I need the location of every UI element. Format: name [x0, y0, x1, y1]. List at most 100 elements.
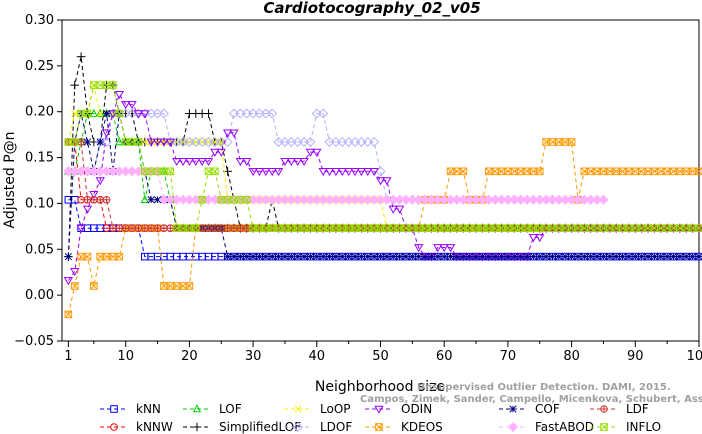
data-point [262, 224, 270, 232]
y-tick-label: 0.30 [25, 13, 54, 28]
data-point [281, 252, 289, 261]
data-point [179, 224, 187, 232]
data-point [102, 109, 111, 118]
data-point [318, 108, 329, 119]
data-point [198, 195, 206, 204]
data-point [134, 224, 143, 232]
data-point [374, 405, 384, 414]
series-layer [63, 52, 702, 319]
data-point [376, 252, 385, 261]
data-point [600, 423, 608, 431]
data-point [598, 194, 609, 205]
data-point [128, 224, 136, 232]
data-point [121, 224, 130, 232]
x-tick-label: 50 [372, 349, 389, 364]
data-point [211, 167, 219, 176]
data-point [682, 252, 690, 261]
data-point [140, 194, 149, 204]
data-point [230, 252, 238, 261]
data-point [625, 252, 633, 261]
data-point [415, 252, 423, 261]
data-point [242, 157, 252, 167]
data-point [222, 129, 233, 138]
data-point [114, 90, 124, 100]
data-point [395, 224, 404, 232]
data-point [363, 168, 373, 177]
data-point [64, 252, 73, 261]
series-line [68, 113, 604, 201]
data-point [77, 252, 85, 261]
legend-item: SimplifiedLOF [183, 420, 301, 434]
data-point [166, 167, 175, 176]
data-point [567, 138, 576, 146]
data-point [580, 252, 588, 261]
data-point [158, 108, 169, 119]
series-line [68, 84, 699, 229]
data-point [127, 101, 137, 110]
data-point [535, 167, 544, 176]
data-point [77, 138, 85, 146]
legend-label: LOF [219, 402, 242, 416]
data-point [375, 423, 383, 431]
y-tick-label: 0.15 [25, 151, 54, 166]
series-ldof [63, 108, 609, 205]
x-tick-label: 1 [64, 349, 72, 364]
data-point [89, 108, 98, 117]
legend-label: FastABOD [535, 420, 594, 434]
data-point [198, 224, 206, 232]
data-point [83, 138, 92, 146]
data-point [184, 157, 195, 167]
data-point [478, 252, 487, 261]
data-point [76, 52, 86, 61]
data-point [223, 224, 232, 232]
legend-item: INFLO [590, 420, 661, 434]
x-tick-label: 20 [181, 349, 198, 364]
data-point [357, 252, 366, 261]
data-point [70, 138, 79, 146]
y-tick-label: 0.20 [25, 105, 54, 120]
y-tick-label: 0.10 [25, 196, 54, 211]
plot-frame [61, 19, 700, 342]
x-axis-label: Neighborhood size [315, 379, 445, 395]
y-tick-label: −0.05 [14, 334, 54, 349]
data-point [210, 148, 220, 157]
data-point [676, 252, 684, 261]
data-point [83, 252, 92, 261]
data-point [305, 148, 316, 157]
data-point [160, 138, 168, 146]
data-point [445, 244, 456, 253]
data-point [484, 167, 493, 176]
data-point [204, 224, 213, 232]
data-point [293, 157, 303, 167]
series-loop [64, 81, 702, 232]
data-point [235, 157, 246, 167]
data-point [217, 224, 226, 232]
data-point [115, 137, 124, 146]
y-tick-label: 0.05 [25, 242, 54, 257]
data-point [313, 252, 321, 261]
data-point [528, 234, 539, 243]
data-point [197, 157, 207, 167]
data-point [192, 404, 202, 413]
data-point [324, 168, 335, 177]
data-point [294, 405, 302, 413]
legend-label: LDOF [320, 420, 352, 434]
series-fastabod [63, 166, 609, 205]
data-point [229, 129, 239, 138]
data-point [141, 224, 149, 232]
legend: kNN kNNW LOF SimplifiedLOF LoOP LDOF ODIN KDEOS… [100, 402, 661, 434]
data-point [542, 252, 550, 261]
data-point [147, 196, 155, 204]
data-point [663, 252, 671, 261]
series-line [67, 84, 699, 229]
data-point [612, 252, 620, 261]
data-point [146, 138, 156, 147]
legend-item: ODIN [365, 402, 432, 416]
data-point [204, 109, 213, 118]
legend-item: kNN [100, 402, 161, 416]
data-point [395, 252, 404, 261]
data-point [509, 405, 517, 413]
data-point [140, 110, 150, 119]
data-point [472, 252, 480, 261]
